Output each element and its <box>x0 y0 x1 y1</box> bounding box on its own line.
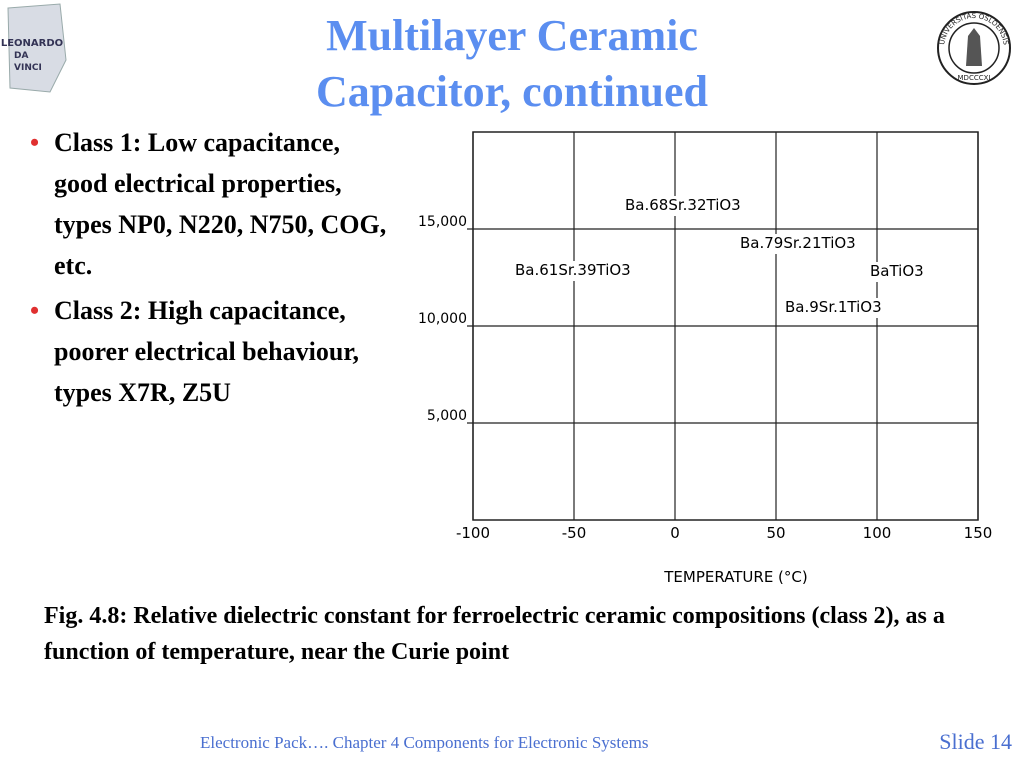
university-seal: UNIVERSITAS OSLOENSIS MDCCCXI <box>937 11 1011 85</box>
y-tick-label: 5,000 <box>427 408 467 424</box>
x-axis-label: TEMPERATURE (°C) <box>663 568 808 586</box>
bullet-list: Class 1: Low capacitance, good electrica… <box>30 122 390 417</box>
label-bg <box>782 298 896 318</box>
logo-shape <box>7 3 67 93</box>
seal-ring <box>937 11 1011 85</box>
y-tick-label: 10,000 <box>418 311 467 327</box>
bullet: Class 1: Low capacitance, good electrica… <box>30 122 390 286</box>
x-tick-label: -50 <box>562 524 587 542</box>
label-bg <box>737 234 869 254</box>
x-tick-label: -100 <box>456 524 490 542</box>
logo-text: DA <box>14 51 28 61</box>
series-label: Ba.79Sr.21TiO3 <box>740 234 856 252</box>
footer-text: Electronic Pack…. Chapter 4 Components f… <box>200 733 649 752</box>
leonardo-logo: LEONARDO DA VINCI <box>1 3 67 93</box>
label-bg <box>512 261 644 281</box>
x-tick-label: 100 <box>863 524 892 542</box>
x-tick-label: 0 <box>670 524 680 542</box>
y-tick-label: 15,000 <box>418 214 467 230</box>
series-label: Ba.61Sr.39TiO3 <box>515 261 631 279</box>
seal-figure <box>966 28 982 66</box>
x-tick-label: 50 <box>766 524 785 542</box>
title-line: Capacitor, continued <box>316 67 708 116</box>
logo-text: VINCI <box>14 63 42 73</box>
title-line: Multilayer Ceramic <box>326 11 698 60</box>
series-label: Ba.68Sr.32TiO3 <box>625 196 741 214</box>
title: Multilayer Ceramic Capacitor, continued <box>212 8 812 120</box>
bullet: Class 2: High capacitance, poorer electr… <box>30 290 390 413</box>
label-bg <box>622 196 754 216</box>
x-tick-label: 150 <box>964 524 993 542</box>
caption: Fig. 4.8: Relative dielectric constant f… <box>44 603 945 665</box>
series-label: BaTiO3 <box>870 262 924 280</box>
series-label: Ba.9Sr.1TiO3 <box>785 298 882 316</box>
logo-text: LEONARDO <box>1 38 63 49</box>
seal-text: MDCCCXI <box>958 74 991 82</box>
label-bg <box>867 262 927 282</box>
slide-number: Slide 14 <box>939 729 1012 754</box>
seal-ring <box>948 22 1000 74</box>
